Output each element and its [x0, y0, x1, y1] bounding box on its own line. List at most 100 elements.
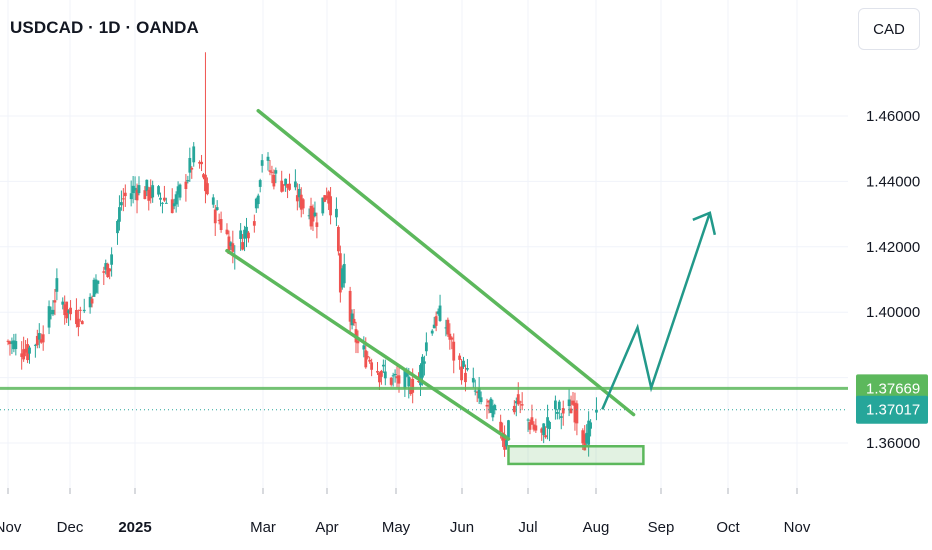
candle-body-down	[217, 219, 221, 221]
candle-body-down	[143, 190, 147, 200]
symbol-title: USDCAD · 1D · OANDA	[10, 18, 199, 37]
candle-body-up	[307, 215, 311, 217]
candle-body-down	[225, 229, 229, 235]
candle-body-down	[561, 408, 565, 414]
price-badge	[856, 374, 928, 403]
price-axis-bg	[848, 0, 932, 550]
x-tick-label: Mar	[250, 519, 276, 536]
candle-body-up	[585, 432, 589, 444]
x-tick-label: Jul	[518, 519, 537, 536]
candle-body-up	[507, 420, 510, 438]
candle-body-down	[352, 318, 356, 324]
candle-body-up	[505, 440, 508, 447]
candle-body-up	[438, 305, 442, 321]
candle-body-down	[200, 161, 203, 165]
candle-body-down	[270, 171, 274, 173]
candle-body-down	[76, 318, 80, 328]
candle-body-up	[274, 170, 278, 174]
candle-body-down	[397, 375, 401, 384]
candle-body-down	[487, 400, 491, 403]
projection-path	[601, 212, 712, 410]
candle-body-up	[471, 378, 475, 383]
candle-body-down	[22, 349, 26, 360]
candle-body-up	[192, 146, 196, 163]
candle-body-down	[573, 402, 577, 423]
candle-body-up	[229, 242, 233, 247]
candle-body-up	[12, 340, 16, 350]
candle-body-up	[104, 263, 108, 270]
candle-body-down	[241, 242, 244, 250]
candle-body-up	[172, 203, 176, 207]
candle-body-up	[178, 184, 182, 198]
candle-body-down	[518, 401, 522, 403]
candle-body-down	[147, 189, 151, 201]
candle-body-up	[391, 375, 395, 377]
candle-body-up	[260, 160, 264, 166]
x-tick-label: Nov	[784, 519, 811, 536]
candle-body-down	[198, 161, 201, 164]
x-tick-label: May	[382, 519, 411, 536]
candle-body-up	[245, 226, 248, 238]
candle-body-down	[338, 253, 342, 293]
x-tick-label: Dec	[57, 519, 84, 536]
candle-body-up	[131, 185, 135, 194]
candle-body-down	[458, 355, 462, 360]
candle-body-up	[554, 400, 557, 410]
y-tick-label: 1.44000	[866, 173, 920, 190]
support-box	[507, 445, 645, 466]
candle-body-up	[526, 419, 530, 421]
candle-body-up	[188, 157, 192, 173]
candle-body-up	[119, 202, 123, 206]
candle-body-up	[589, 422, 592, 429]
candle-body-down	[520, 404, 524, 406]
candle-body-up	[133, 187, 137, 191]
candle-body-up	[92, 279, 96, 297]
candle-body-down	[575, 403, 579, 424]
candle-body-down	[78, 309, 82, 311]
candle-body-down	[20, 353, 24, 357]
candle-body-up	[321, 197, 325, 214]
candle-body-up	[10, 341, 14, 344]
x-tick-label: Jun	[450, 519, 474, 536]
candle-body-up	[164, 202, 168, 204]
candle-body-down	[534, 425, 538, 431]
candle-body-up	[145, 179, 149, 192]
candle-body-up	[243, 229, 246, 239]
candle-body-up	[489, 398, 493, 413]
candle-body-up	[436, 311, 440, 314]
projection-arrowhead	[692, 211, 717, 236]
candle-body-down	[485, 404, 489, 407]
candle-body-down	[395, 376, 399, 379]
candle-body-up	[559, 416, 563, 418]
candle-body-down	[503, 434, 506, 450]
candle-body-down	[202, 174, 205, 178]
candle-body-up	[491, 405, 495, 418]
candle-body-up	[159, 197, 162, 200]
candle-body-down	[6, 340, 10, 342]
candle-body-up	[96, 280, 100, 284]
candle-body-down	[149, 187, 153, 199]
candle-body-up	[266, 156, 270, 161]
candle-body-down	[286, 184, 289, 188]
candle-body-down	[90, 298, 94, 304]
candle-body-down	[102, 271, 106, 273]
candle-body-up	[47, 306, 51, 328]
candle-body-up	[88, 296, 92, 308]
currency-button[interactable]: CAD	[858, 8, 920, 50]
candle-body-down	[35, 335, 39, 346]
candle-body-down	[499, 421, 503, 433]
candle-body-up	[33, 344, 37, 346]
candle-body-up	[403, 370, 407, 389]
candle-body-down	[452, 341, 456, 361]
candle-body-down	[206, 183, 209, 195]
candle-body-down	[450, 337, 454, 340]
time-axis-bg	[0, 488, 848, 550]
candle-body-down	[544, 435, 548, 438]
candle-body-down	[247, 232, 250, 239]
candle-body-up	[293, 181, 297, 188]
x-tick-label: Apr	[315, 519, 338, 536]
candle-body-up	[297, 188, 301, 198]
candle-body-down	[213, 209, 217, 224]
upper-channel-line	[256, 109, 636, 417]
